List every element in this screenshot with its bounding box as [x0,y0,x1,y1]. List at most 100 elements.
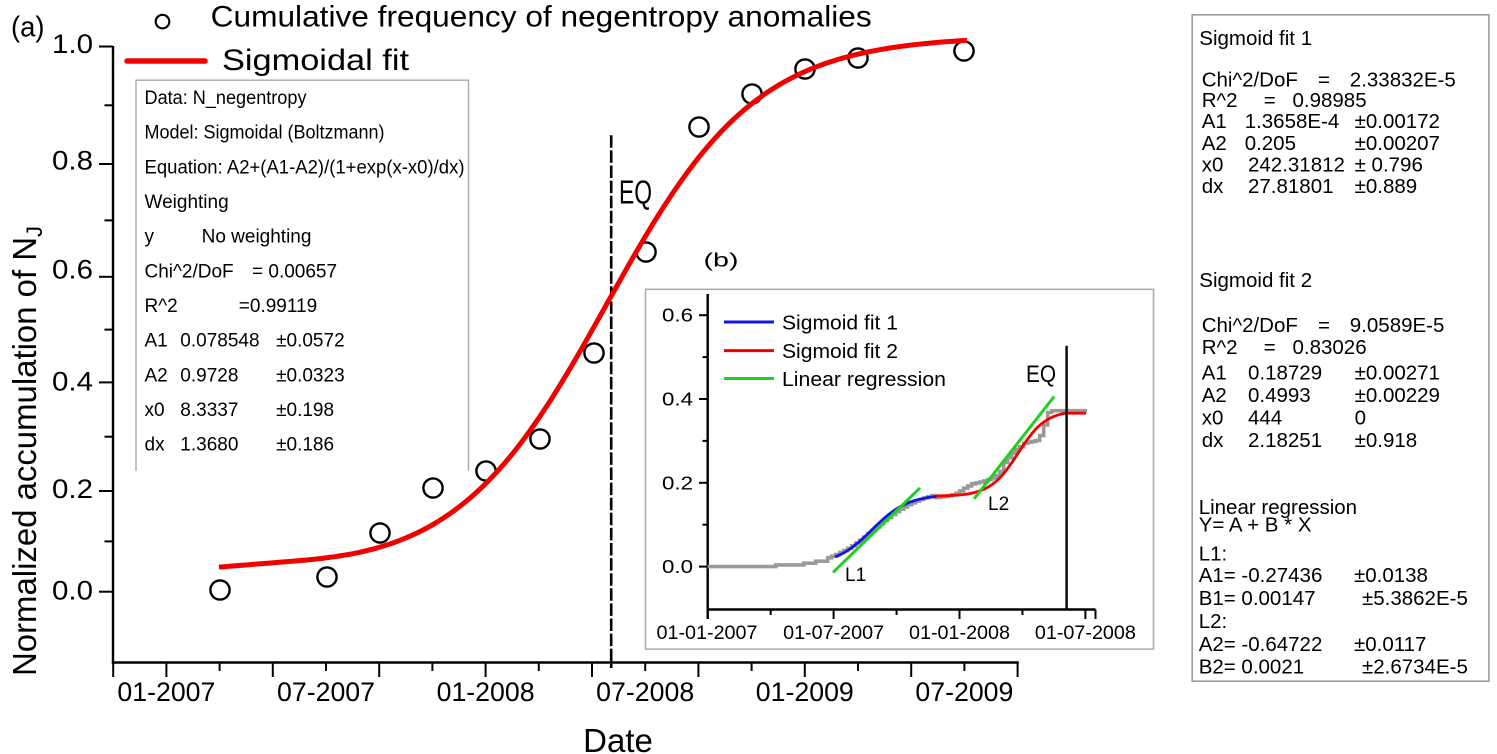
svg-text:0.0: 0.0 [662,556,693,577]
svg-text:No weighting: No weighting [202,227,312,248]
svg-text:07-2007: 07-2007 [277,677,375,707]
svg-text:01-01-2007: 01-01-2007 [657,623,758,644]
svg-text:L1: L1 [845,565,866,586]
svg-text:01-01-2008: 01-01-2008 [909,623,1010,644]
svg-text:R^2: R^2 [1202,336,1238,359]
svg-text:Chi^2/DoF: Chi^2/DoF [1202,69,1298,92]
svg-text:0.0: 0.0 [52,576,93,606]
svg-text:0.4: 0.4 [52,367,93,397]
svg-text:0.205: 0.205 [1245,132,1296,155]
svg-text:x0: x0 [145,400,165,421]
svg-text:01-2008: 01-2008 [437,677,535,707]
svg-text:dx: dx [1202,429,1224,452]
svg-text:2.33832E-5: 2.33832E-5 [1350,69,1456,92]
svg-text:±0.00172: ±0.00172 [1355,110,1440,133]
svg-text:±5.3862E-5: ±5.3862E-5 [1362,587,1468,610]
svg-text:=: = [1264,89,1276,112]
svg-text:1.3658E-4: 1.3658E-4 [1245,110,1340,133]
svg-text:R^2: R^2 [145,296,178,317]
svg-text:0.9728: 0.9728 [180,365,238,386]
svg-text:Sigmoid fit 2: Sigmoid fit 2 [1199,269,1312,292]
svg-text:dx: dx [145,435,166,456]
svg-text:Model: Sigmoidal (Boltzmann): Model: Sigmoidal (Boltzmann) [145,123,385,144]
svg-text:A1: A1 [1202,110,1227,133]
svg-text:27.81801: 27.81801 [1248,175,1334,198]
svg-text:B2= 0.0021: B2= 0.0021 [1199,655,1304,678]
svg-text:B1= 0.00147: B1= 0.00147 [1199,587,1316,610]
svg-text:Chi^2/DoF: Chi^2/DoF [1202,314,1298,337]
svg-text:Equation: A2+(A1-A2)/(1+exp(x-: Equation: A2+(A1-A2)/(1+exp(x-x0)/dx) [145,157,465,178]
svg-text:01-07-2008: 01-07-2008 [1035,623,1136,644]
svg-text:±0.00207: ±0.00207 [1355,132,1440,155]
svg-text:Cumulative frequency of negent: Cumulative frequency of negentropy anoma… [211,1,872,34]
svg-text:dx: dx [1202,175,1224,198]
svg-text:0.2: 0.2 [662,472,693,493]
svg-text:x0: x0 [1202,407,1224,430]
svg-text:A2: A2 [1202,132,1227,155]
svg-text:L2: L2 [988,494,1009,515]
svg-text:01-2009: 01-2009 [756,677,854,707]
svg-text:=0.99119: =0.99119 [239,296,317,317]
svg-text:EQ: EQ [1026,361,1056,388]
svg-text:(a): (a) [11,12,45,44]
svg-text:±0.889: ±0.889 [1355,175,1418,198]
svg-text:±2.6734E-5: ±2.6734E-5 [1362,655,1468,678]
svg-text:±0.198: ±0.198 [276,400,334,421]
svg-text:y: y [145,227,155,248]
svg-text:0.98985: 0.98985 [1293,89,1367,112]
svg-text:Date: Date [583,722,653,754]
svg-text:Chi^2/DoF: Chi^2/DoF [145,261,234,282]
svg-text:Sigmoid fit 1: Sigmoid fit 1 [1199,27,1312,50]
svg-text:0.18729: 0.18729 [1248,362,1322,385]
svg-text:0.83026: 0.83026 [1293,336,1367,359]
svg-text:07-2008: 07-2008 [596,677,694,707]
svg-text:A2: A2 [1202,384,1227,407]
svg-text:07-2009: 07-2009 [915,677,1013,707]
svg-text:A1: A1 [1202,362,1227,385]
svg-text:0.4: 0.4 [662,389,693,410]
svg-text:=: = [1318,69,1330,92]
svg-text:A1= -0.27436: A1= -0.27436 [1199,564,1323,587]
svg-text:1.0: 1.0 [52,29,93,59]
svg-text:Linear regression: Linear regression [782,368,946,391]
svg-text:Y= A + B * X: Y= A + B * X [1199,514,1312,537]
svg-text:1.3680: 1.3680 [180,435,238,456]
svg-text:Sigmoid fit 2: Sigmoid fit 2 [782,340,898,363]
svg-text:±0.186: ±0.186 [276,435,334,456]
svg-text:Sigmoid fit 1: Sigmoid fit 1 [782,312,898,335]
svg-text:±0.00271: ±0.00271 [1355,362,1440,385]
svg-text:A2= -0.64722: A2= -0.64722 [1199,633,1323,656]
svg-text:Linear regression: Linear regression [1199,496,1357,519]
svg-text:x0: x0 [1202,154,1224,177]
svg-text:0: 0 [1355,407,1366,430]
svg-text:±0.0138: ±0.0138 [1354,564,1428,587]
svg-text:0.6: 0.6 [662,305,693,326]
svg-text:0.2: 0.2 [52,474,93,504]
svg-text:0.078548: 0.078548 [180,331,259,352]
svg-text:±0.0323: ±0.0323 [276,365,345,386]
svg-text:444: 444 [1248,407,1282,430]
svg-text:0.6: 0.6 [52,255,93,285]
svg-text:242.31812: 242.31812 [1248,154,1345,177]
svg-text:01-07-2007: 01-07-2007 [783,623,884,644]
svg-text:(b): (b) [704,250,739,272]
svg-text:± 0.796: ± 0.796 [1355,154,1423,177]
svg-text:=: = [1318,314,1330,337]
svg-text:8.3337: 8.3337 [180,400,238,421]
svg-text:=: = [1264,336,1276,359]
svg-text:Normalized accumulation of NJ: Normalized accumulation of NJ [6,226,47,676]
svg-text:2.18251: 2.18251 [1248,429,1322,452]
svg-text:Sigmoidal fit: Sigmoidal fit [222,44,410,77]
svg-text:01-2007: 01-2007 [117,677,215,707]
svg-text:L2:: L2: [1199,610,1228,633]
svg-text:Weighting: Weighting [145,192,229,213]
svg-text:R^2: R^2 [1202,89,1238,112]
svg-text:EQ: EQ [619,174,652,211]
svg-text:0.4993: 0.4993 [1248,384,1311,407]
svg-text:= 0.00657: = 0.00657 [252,261,337,282]
svg-text:±0.0572: ±0.0572 [276,331,345,352]
svg-text:±0.918: ±0.918 [1355,429,1418,452]
svg-text:A1: A1 [145,331,168,352]
svg-text:±0.0117: ±0.0117 [1354,633,1426,656]
svg-text:0.8: 0.8 [52,145,93,175]
